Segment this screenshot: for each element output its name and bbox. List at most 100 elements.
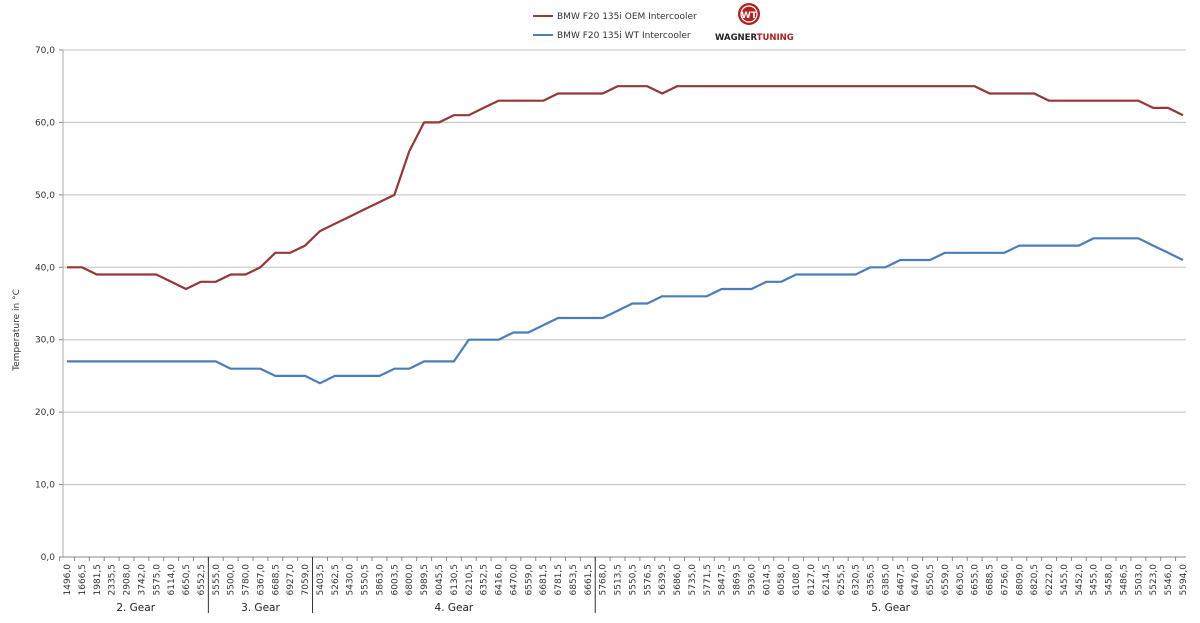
x-tick-label: 5503,0 [1134, 564, 1144, 596]
x-tick-label: 6809,0 [1015, 564, 1025, 596]
y-tick-label: 0,0 [41, 553, 56, 563]
y-tick-label: 20,0 [35, 408, 55, 418]
series-line-oem [67, 85, 1184, 291]
gear-label: 5. Gear [871, 602, 910, 614]
x-tick-label: 6058,0 [777, 564, 787, 596]
x-tick-label: 6650,5 [182, 564, 192, 596]
x-tick-label: 5430,0 [346, 564, 356, 596]
x-tick-label: 6630,5 [956, 564, 966, 596]
legend-label-wt: BMW F20 135i WT Intercooler [557, 31, 691, 41]
gear-label: 2. Gear [116, 602, 155, 614]
x-tick-label: 5639,5 [658, 564, 668, 596]
y-tick-label: 50,0 [35, 191, 55, 201]
x-tick-label: 6127,0 [807, 564, 817, 596]
x-tick-label: 6255,5 [837, 564, 847, 596]
x-tick-label: 6114,0 [167, 564, 177, 596]
x-tick-label: 6352,5 [480, 564, 490, 596]
x-tick-label: 6655,0 [971, 564, 981, 596]
x-tick-label: 6108,0 [792, 564, 802, 596]
x-tick-label: 6045,5 [435, 564, 445, 596]
x-tick-label: 5458,0 [1105, 564, 1115, 596]
x-tick-label: 6552,5 [197, 564, 207, 596]
x-tick-label: 5262,5 [331, 564, 341, 596]
x-tick-label: 6416,0 [495, 564, 505, 596]
x-tick-label: 5550,5 [628, 564, 638, 596]
y-tick-label: 70,0 [35, 46, 55, 56]
x-tick-label: 5575,0 [152, 564, 162, 596]
x-tick-label: 6559,0 [524, 564, 534, 596]
x-tick-label: 6470,0 [509, 564, 519, 596]
x-tick-label: 6781,5 [554, 564, 564, 596]
x-tick-label: 6222,0 [1045, 564, 1055, 596]
x-tick-label: 6688,5 [986, 564, 996, 596]
gear-label: 3. Gear [241, 602, 280, 614]
gear-label: 4. Gear [435, 602, 474, 614]
x-tick-label: 6853,5 [569, 564, 579, 596]
x-tick-label: 5455,0 [1090, 564, 1100, 596]
x-tick-label: 5768,0 [599, 564, 609, 596]
x-tick-label: 6476,0 [911, 564, 921, 596]
x-tick-label: 6681,5 [539, 564, 549, 596]
x-tick-label: 5869,5 [733, 564, 743, 596]
x-tick-label: 5403,5 [316, 564, 326, 596]
x-tick-label: 5486,5 [1119, 564, 1129, 596]
x-tick-label: 5847,5 [718, 564, 728, 596]
legend-label-oem: BMW F20 135i OEM Intercooler [557, 12, 697, 22]
x-tick-label: 6559,0 [941, 564, 951, 596]
x-tick-label: 6356,5 [867, 564, 877, 596]
svg-text:WAGNERTUNING: WAGNERTUNING [715, 33, 794, 43]
y-tick-label: 10,0 [35, 481, 55, 491]
x-tick-label: 6367,0 [256, 564, 266, 596]
x-tick-label: 6820,5 [1030, 564, 1040, 596]
x-tick-label: 2335,5 [108, 564, 118, 596]
x-tick-label: 5771,5 [703, 564, 713, 596]
x-tick-label: 2908,0 [123, 564, 133, 596]
x-tick-label: 5546,0 [1164, 564, 1174, 596]
x-tick-label: 6927,0 [286, 564, 296, 596]
x-tick-label: 5780,0 [242, 564, 252, 596]
x-tick-label: 5500,0 [227, 564, 237, 596]
x-tick-label: 5455,0 [1060, 564, 1070, 596]
x-tick-label: 1496,0 [63, 564, 73, 596]
x-tick-label: 6467,5 [896, 564, 906, 596]
x-tick-label: 6130,5 [450, 564, 460, 596]
x-tick-label: 5936,0 [747, 564, 757, 596]
svg-text:WT: WT [741, 11, 758, 21]
x-tick-label: 5513,5 [614, 564, 624, 596]
x-tick-label: 6320,5 [852, 564, 862, 596]
x-tick-label: 5686,0 [673, 564, 683, 596]
x-tick-label: 5735,0 [688, 564, 698, 596]
series-line-wt [67, 237, 1184, 385]
x-axis-ticks: 1496,0 1666,5 1981,5 2335,5 2908,0 3742,0 5575… [59, 557, 1189, 596]
y-tick-label: 60,0 [35, 118, 55, 128]
x-tick-label: 5863,0 [375, 564, 385, 596]
x-tick-label: 5452,0 [1075, 564, 1085, 596]
series-lines [66, 85, 1184, 385]
wagnertuning-logo: WT WAGNERTUNING [715, 3, 794, 43]
x-tick-label: 5550,5 [361, 564, 371, 596]
x-tick-label: 6003,5 [390, 564, 400, 596]
x-tick-label: 5989,5 [420, 564, 430, 596]
x-tick-label: 6214,5 [822, 564, 832, 596]
x-tick-label: 6800,0 [405, 564, 415, 596]
gridlines [63, 49, 1186, 486]
x-tick-label: 6756,0 [1000, 564, 1010, 596]
x-tick-label: 3742,0 [137, 564, 147, 596]
y-tick-label: 30,0 [35, 336, 55, 346]
x-tick-label: 5594,0 [1179, 564, 1189, 596]
x-tick-label: 5576,5 [643, 564, 653, 596]
x-tick-label: 1981,5 [93, 564, 103, 596]
gear-groups: 2. Gear 3. Gear 4. Gear 5. Gear [116, 557, 911, 614]
x-tick-label: 5523,0 [1149, 564, 1159, 596]
y-axis-ticks: 0,0 10,0 20,0 30,0 40,0 50,0 60,0 70,0 [35, 46, 63, 563]
x-tick-label: 6550,5 [926, 564, 936, 596]
legend: BMW F20 135i OEM Intercooler BMW F20 135… [533, 12, 697, 41]
x-tick-label: 7059,0 [301, 564, 311, 596]
y-axis-label: Temperature in °C [12, 289, 22, 372]
x-tick-label: 6661,5 [584, 564, 594, 596]
x-tick-label: 6014,5 [762, 564, 772, 596]
x-tick-label: 1666,5 [78, 564, 88, 596]
y-tick-label: 40,0 [35, 263, 55, 273]
x-tick-label: 6210,5 [465, 564, 475, 596]
